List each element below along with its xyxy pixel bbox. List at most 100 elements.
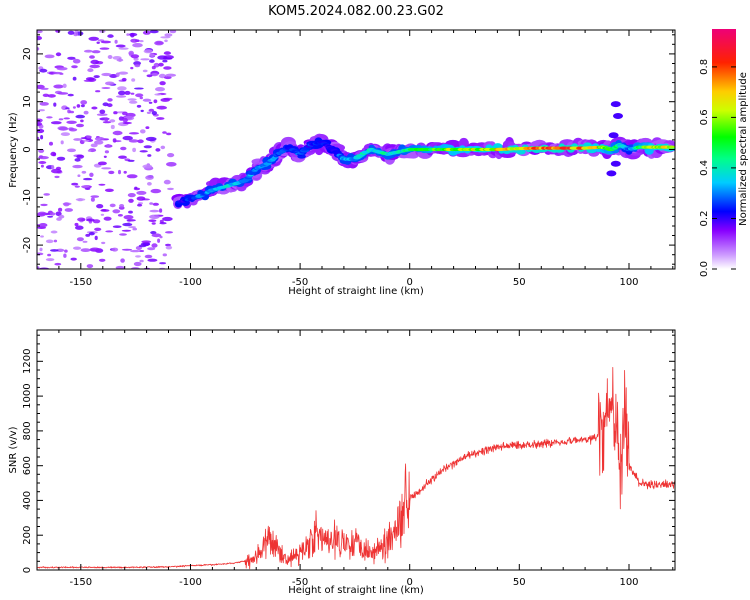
- y-tick-label: 0: [22, 146, 33, 152]
- noise-blob: [37, 122, 43, 127]
- noise-blob: [156, 117, 165, 120]
- noise-blob: [112, 225, 122, 228]
- noise-blob: [72, 58, 81, 64]
- noise-blob: [76, 104, 81, 108]
- ridge-branch: [606, 170, 617, 177]
- noise-blob: [56, 156, 66, 161]
- noise-blob: [107, 98, 113, 102]
- noise-blob: [132, 147, 137, 153]
- y-tick-label: 0: [22, 567, 33, 573]
- noise-blob: [118, 71, 129, 75]
- noise-blob: [130, 32, 135, 38]
- noise-blob: [56, 67, 68, 71]
- noise-blob: [37, 47, 40, 51]
- noise-blob: [142, 69, 148, 73]
- noise-blob: [151, 65, 156, 70]
- noise-blob: [155, 87, 165, 92]
- noise-blob: [167, 153, 175, 158]
- noise-blob: [87, 68, 94, 73]
- noise-blob: [122, 111, 128, 116]
- ridge-core: [669, 145, 675, 149]
- noise-blob: [75, 198, 86, 201]
- noise-blob: [118, 90, 126, 96]
- noise-blob: [124, 90, 131, 95]
- noise-blob: [74, 158, 81, 162]
- spectrogram-x-label: Height of straight line (km): [288, 286, 424, 297]
- colorbar-tick-label: 0.4: [699, 160, 710, 176]
- noise-blob: [132, 227, 137, 231]
- noise-blob: [104, 188, 114, 192]
- x-tick-label: 0: [407, 277, 413, 288]
- noise-blob: [158, 73, 166, 79]
- noise-blob: [40, 203, 48, 207]
- noise-blob: [117, 214, 123, 217]
- noise-blob: [60, 132, 70, 137]
- noise-blob: [169, 30, 177, 34]
- noise-blob: [37, 211, 47, 216]
- noise-blob: [50, 121, 62, 125]
- snr-x-label: Height of straight line (km): [288, 585, 424, 596]
- noise-blob: [150, 231, 157, 235]
- snr-series-line: [37, 366, 675, 570]
- noise-blob: [123, 215, 134, 220]
- noise-blob: [76, 237, 84, 242]
- noise-blob: [49, 212, 56, 216]
- y-tick-label: -10: [22, 189, 33, 205]
- noise-blob: [135, 255, 141, 258]
- noise-blob: [147, 182, 152, 186]
- noise-blob: [159, 81, 166, 86]
- noise-blob: [164, 39, 168, 43]
- noise-blob: [67, 56, 76, 60]
- noise-blob: [114, 39, 118, 44]
- noise-blob: [109, 119, 116, 123]
- noise-blob: [80, 137, 88, 140]
- noise-blob: [55, 211, 62, 217]
- noise-blob: [94, 140, 104, 145]
- x-tick-label: 50: [513, 577, 526, 588]
- noise-blob: [151, 243, 158, 248]
- snr-y-axis: 0 200 400 600 800 1000 1200: [22, 334, 675, 573]
- noise-blob: [46, 116, 53, 119]
- spectrogram-ridge: [171, 101, 675, 209]
- noise-blob: [96, 204, 104, 209]
- noise-blob: [72, 164, 83, 169]
- noise-blob: [56, 248, 65, 252]
- noise-blob: [101, 209, 107, 212]
- noise-blob: [163, 179, 171, 185]
- noise-blob: [80, 100, 88, 105]
- noise-blob: [126, 174, 138, 179]
- noise-blob: [158, 62, 164, 67]
- noise-blob: [39, 247, 43, 252]
- x-tick-label: -100: [179, 277, 202, 288]
- noise-blob: [113, 111, 118, 115]
- noise-blob: [119, 204, 125, 208]
- noise-blob: [71, 65, 78, 69]
- noise-blob: [94, 235, 98, 241]
- noise-blob: [145, 175, 154, 180]
- noise-blob: [112, 209, 121, 214]
- noise-blob: [146, 74, 153, 78]
- noise-blob: [63, 253, 67, 258]
- noise-blob: [135, 93, 144, 98]
- noise-blob: [138, 202, 143, 205]
- noise-blob: [45, 258, 55, 262]
- noise-blob: [37, 30, 43, 34]
- noise-blob: [164, 33, 173, 37]
- noise-blob: [159, 235, 163, 239]
- noise-blob: [162, 216, 173, 222]
- noise-blob: [122, 222, 133, 227]
- noise-blob: [120, 258, 125, 263]
- noise-blob: [101, 72, 112, 77]
- noise-blob: [130, 54, 140, 59]
- noise-blob: [96, 113, 108, 116]
- noise-blob: [121, 229, 132, 232]
- noise-blob: [142, 98, 152, 102]
- noise-blob: [89, 247, 101, 252]
- noise-blob: [107, 34, 114, 38]
- noise-blob: [163, 66, 172, 70]
- noise-blob: [150, 73, 159, 77]
- noise-blob: [85, 218, 95, 222]
- noise-blob: [75, 114, 85, 119]
- noise-blob: [81, 185, 90, 188]
- noise-blob: [148, 219, 157, 222]
